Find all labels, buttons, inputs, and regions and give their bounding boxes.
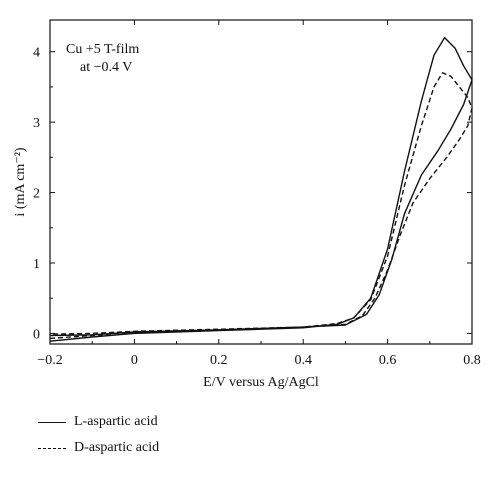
legend-item-l-aspartic: L-aspartic acid — [38, 414, 158, 430]
x-tick-label: −0.2 — [37, 353, 62, 368]
y-tick-label: 4 — [33, 46, 40, 61]
legend-swatch-dashed — [38, 447, 66, 449]
y-tick-label: 1 — [33, 257, 40, 272]
y-tick-label: 0 — [33, 327, 40, 342]
x-tick-label: 0 — [131, 353, 138, 368]
legend-label-d-aspartic: D-aspartic acid — [74, 440, 160, 455]
chart: −0.2 0 0.2 0.4 0.6 0.8 0 1 2 3 4 E/V versus Ag/AgCl… — [13, 19, 481, 390]
y-axis-label: i (mA cm⁻²) — [13, 147, 28, 216]
x-axis-label: E/V versus Ag/AgCl — [203, 375, 319, 390]
annotation-line-2: at −0.4 V — [80, 60, 132, 75]
legend-item-d-aspartic: D-aspartic acid — [38, 440, 159, 456]
legend-swatch-solid — [38, 421, 66, 423]
x-tick-label: 0.8 — [463, 353, 481, 368]
series-line-d-aspartic — [49, 72, 473, 340]
y-tick-label: 3 — [33, 116, 40, 131]
x-tick-label: 0.2 — [210, 353, 228, 368]
y-tick-label: 2 — [33, 187, 40, 202]
series-line-l-aspartic — [49, 36, 473, 342]
x-tick-label: 0.4 — [294, 353, 312, 368]
legend-label-l-aspartic: L-aspartic acid — [74, 414, 158, 429]
x-tick-label: 0.6 — [379, 353, 397, 368]
annotation-line-1: Cu +5 T-film — [66, 42, 139, 57]
